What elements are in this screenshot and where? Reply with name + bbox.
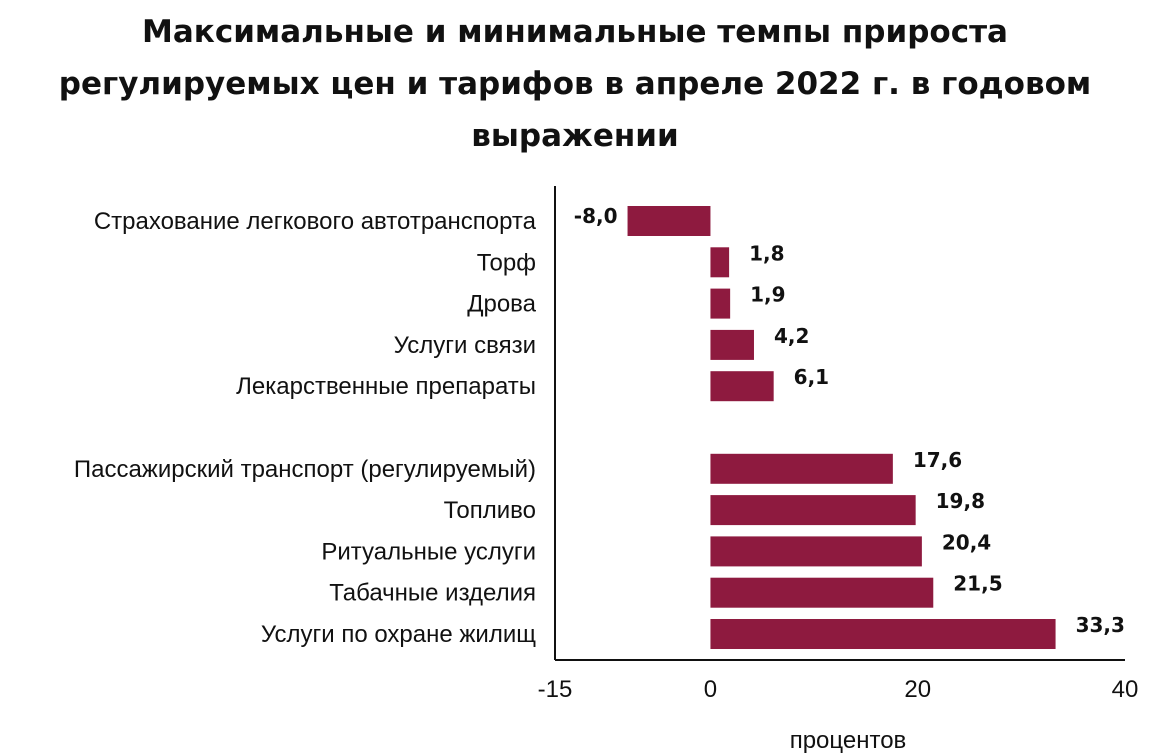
bar — [710, 288, 731, 319]
bars-layer — [627, 206, 1056, 649]
bar — [710, 619, 1056, 649]
data-label: 21,5 — [953, 572, 1002, 596]
bar — [710, 329, 754, 360]
data-label: 19,8 — [936, 489, 985, 513]
category-label: Пассажирский транспорт (регулируемый) — [74, 456, 536, 483]
chart-title: Максимальные и минимальные темпы прирост… — [58, 14, 1092, 154]
data-label: 4,2 — [774, 324, 809, 348]
data-label: 20,4 — [942, 530, 991, 554]
category-label: Услуги по охране жилищ — [261, 621, 536, 648]
x-ticks-layer: -15 0 20 40 — [538, 676, 1139, 703]
category-label: Топливо — [444, 497, 536, 524]
data-label: -8,0 — [574, 204, 618, 228]
bar — [710, 453, 893, 484]
x-tick-label: -15 — [538, 676, 573, 703]
data-label: 33,3 — [1076, 613, 1125, 637]
category-label: Услуги связи — [394, 332, 536, 359]
bar — [627, 206, 711, 236]
data-label: 1,9 — [750, 283, 785, 307]
labels-layer: Страхование легкового автотранспорта -8,0… — [74, 204, 1125, 648]
category-label: Страхование легкового автотранспорта — [94, 208, 537, 235]
category-label: Торф — [477, 249, 536, 276]
category-label: Дрова — [467, 291, 536, 318]
bar — [710, 247, 730, 278]
bar — [710, 371, 774, 402]
category-label: Ритуальные услуги — [321, 538, 536, 565]
bar — [710, 495, 916, 526]
category-label: Лекарственные препараты — [236, 373, 536, 400]
bar — [710, 577, 934, 608]
category-label: Табачные изделия — [329, 580, 536, 607]
x-tick-label: 40 — [1112, 676, 1139, 703]
data-label: 17,6 — [913, 448, 962, 472]
data-label: 1,8 — [749, 241, 784, 265]
x-tick-label: 0 — [704, 676, 717, 703]
bar — [710, 536, 922, 567]
x-axis-title: процентов — [790, 727, 907, 754]
data-label: 6,1 — [794, 365, 829, 389]
x-tick-label: 20 — [904, 676, 931, 703]
